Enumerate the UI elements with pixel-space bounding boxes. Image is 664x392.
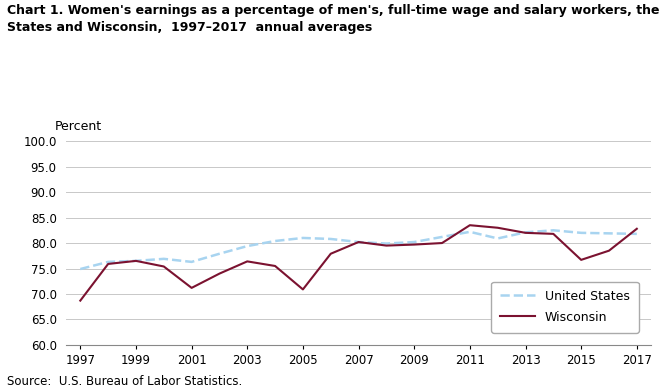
United States — [132, 259, 140, 263]
Wisconsin — [104, 261, 112, 266]
Text: Source:  U.S. Bureau of Labor Statistics.: Source: U.S. Bureau of Labor Statistics. — [7, 375, 242, 388]
United States — [382, 241, 390, 246]
Wisconsin — [605, 249, 613, 253]
Legend: United States, Wisconsin: United States, Wisconsin — [491, 281, 639, 332]
United States — [327, 237, 335, 241]
Line: United States: United States — [80, 230, 637, 269]
United States — [215, 251, 223, 256]
Wisconsin — [299, 287, 307, 292]
United States — [521, 230, 529, 235]
Wisconsin — [494, 225, 502, 230]
Wisconsin — [438, 241, 446, 245]
United States — [160, 256, 168, 261]
Wisconsin — [355, 240, 363, 244]
United States — [271, 239, 279, 243]
United States — [188, 260, 196, 264]
United States — [633, 232, 641, 236]
United States — [299, 236, 307, 240]
Wisconsin — [76, 298, 84, 303]
Wisconsin — [327, 251, 335, 256]
Wisconsin — [577, 258, 585, 262]
United States — [438, 234, 446, 239]
Wisconsin — [549, 232, 557, 236]
Wisconsin — [466, 223, 474, 227]
United States — [104, 260, 112, 264]
United States — [410, 240, 418, 244]
Wisconsin — [132, 259, 140, 263]
United States — [466, 229, 474, 234]
Wisconsin — [160, 264, 168, 269]
Wisconsin — [243, 259, 251, 264]
United States — [577, 230, 585, 235]
Line: Wisconsin: Wisconsin — [80, 225, 637, 301]
United States — [243, 244, 251, 249]
Wisconsin — [215, 271, 223, 276]
Text: Chart 1. Women's earnings as a percentage of men's, full-time wage and salary wo: Chart 1. Women's earnings as a percentag… — [7, 4, 664, 34]
United States — [355, 240, 363, 244]
United States — [605, 231, 613, 236]
Wisconsin — [382, 243, 390, 248]
Text: Percent: Percent — [54, 120, 102, 133]
Wisconsin — [633, 227, 641, 231]
Wisconsin — [271, 263, 279, 268]
Wisconsin — [521, 230, 529, 235]
Wisconsin — [188, 285, 196, 290]
United States — [494, 236, 502, 241]
United States — [549, 228, 557, 232]
Wisconsin — [410, 242, 418, 247]
United States — [76, 267, 84, 271]
